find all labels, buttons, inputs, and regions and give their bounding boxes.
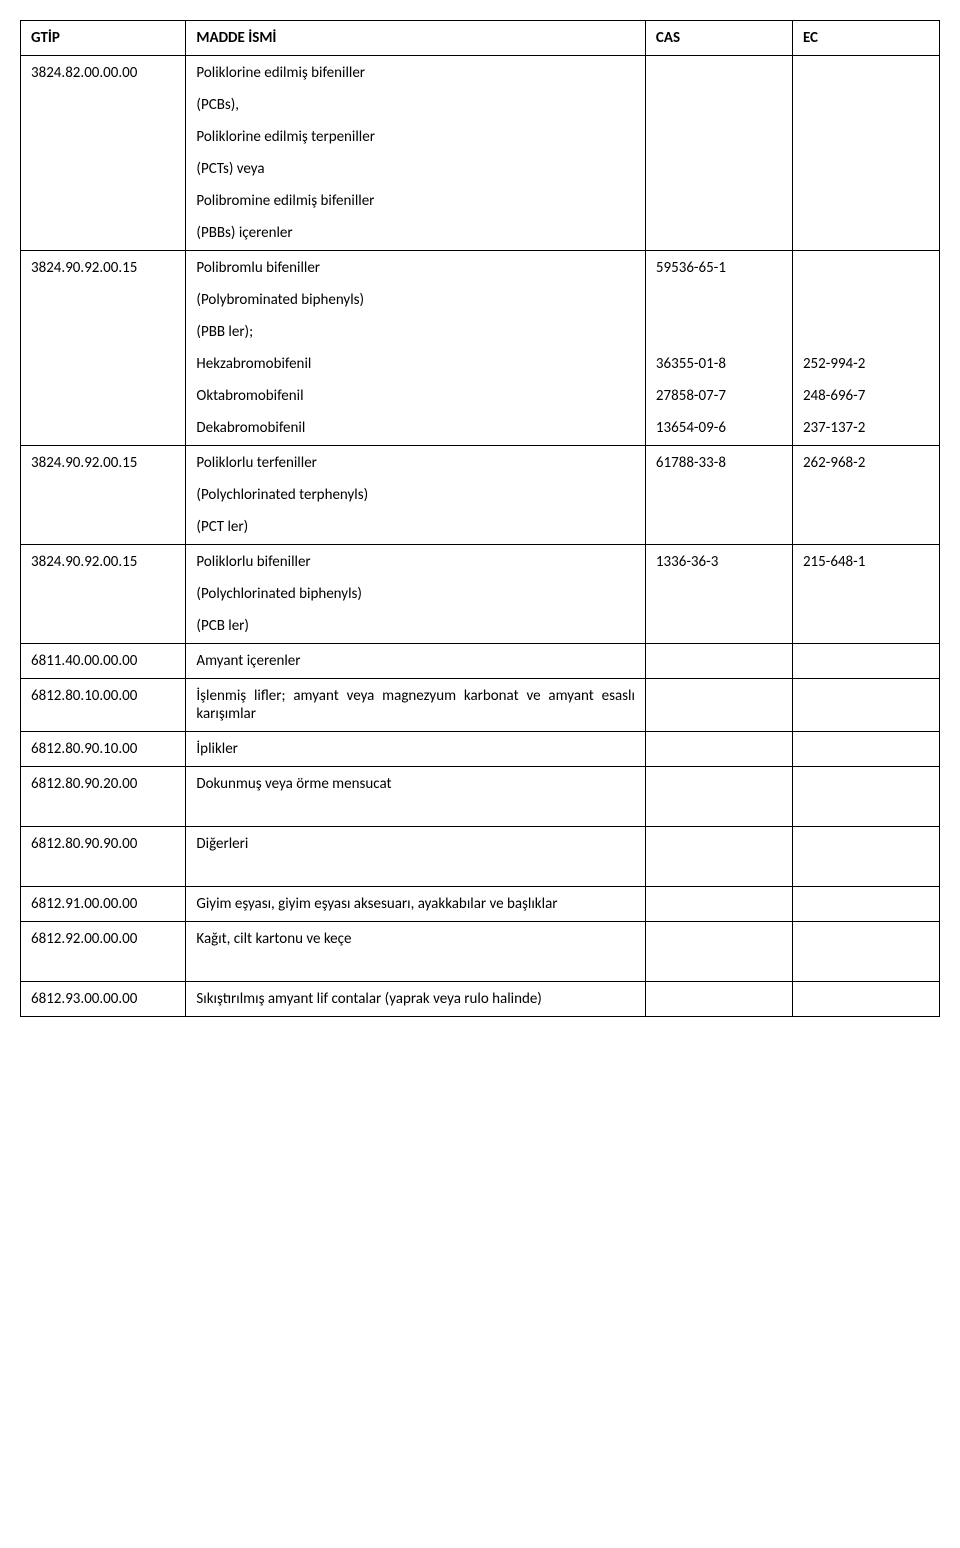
- cell-ec: 252-994-2 248-696-7 237-137-2: [792, 251, 939, 446]
- cell-madde: Dokunmuş veya örme mensucat: [186, 767, 646, 827]
- madde-line: Poliklorine edilmiş bifeniller: [196, 64, 635, 82]
- cell-gtip: 6812.91.00.00.00: [21, 887, 186, 922]
- cell-ec: [792, 56, 939, 251]
- cas-line: [656, 323, 782, 341]
- cas-line: 59536-65-1: [656, 259, 782, 277]
- madde-line: (Polybrominated biphenyls): [196, 291, 635, 309]
- table-row: 6812.80.90.20.00 Dokunmuş veya örme mens…: [21, 767, 940, 827]
- cell-madde: Poliklorlu bifeniller (Polychlorinated b…: [186, 545, 646, 644]
- cas-line: [656, 291, 782, 309]
- cell-madde: Poliklorine edilmiş bifeniller (PCBs), P…: [186, 56, 646, 251]
- cell-cas: [645, 767, 792, 827]
- header-madde: MADDE İSMİ: [186, 21, 646, 56]
- madde-line: (PCTs) veya: [196, 160, 635, 178]
- cell-gtip: 6812.93.00.00.00: [21, 982, 186, 1017]
- ec-line: 252-994-2: [803, 355, 929, 373]
- cell-madde: Polibromlu bifeniller (Polybrominated bi…: [186, 251, 646, 446]
- table-row: 3824.90.92.00.15 Poliklorlu bifeniller (…: [21, 545, 940, 644]
- table-row: 6812.93.00.00.00 Sıkıştırılmış amyant li…: [21, 982, 940, 1017]
- cell-cas: [645, 887, 792, 922]
- cell-gtip: 3824.90.92.00.15: [21, 251, 186, 446]
- data-table: GTİP MADDE İSMİ CAS EC 3824.82.00.00.00 …: [20, 20, 940, 1017]
- table-row: 6812.80.90.10.00 İplikler: [21, 732, 940, 767]
- madde-line: Polibromlu bifeniller: [196, 259, 635, 277]
- madde-line: (Polychlorinated terphenyls): [196, 486, 635, 504]
- madde-line: Poliklorlu terfeniller: [196, 454, 635, 472]
- madde-line: Dekabromobifenil: [196, 419, 635, 437]
- cell-ec: [792, 982, 939, 1017]
- cell-madde: Sıkıştırılmış amyant lif contalar (yapra…: [186, 982, 646, 1017]
- madde-line: (PBBs) içerenler: [196, 224, 635, 242]
- cell-gtip: 6812.92.00.00.00: [21, 922, 186, 982]
- cell-madde: Kağıt, cilt kartonu ve keçe: [186, 922, 646, 982]
- cell-cas: 1336-36-3: [645, 545, 792, 644]
- madde-line: Polibromine edilmiş bifeniller: [196, 192, 635, 210]
- madde-line: Oktabromobifenil: [196, 387, 635, 405]
- table-header-row: GTİP MADDE İSMİ CAS EC: [21, 21, 940, 56]
- ec-line: [803, 291, 929, 309]
- header-ec: EC: [792, 21, 939, 56]
- cell-madde: Amyant içerenler: [186, 644, 646, 679]
- madde-line: (PCT ler): [196, 518, 635, 536]
- cell-ec: 262-968-2: [792, 446, 939, 545]
- table-row: 6812.91.00.00.00 Giyim eşyası, giyim eşy…: [21, 887, 940, 922]
- table-row: 3824.90.92.00.15 Poliklorlu terfeniller …: [21, 446, 940, 545]
- madde-line: (PCBs),: [196, 96, 635, 114]
- cell-ec: [792, 679, 939, 732]
- cell-cas: [645, 732, 792, 767]
- madde-line: Hekzabromobifenil: [196, 355, 635, 373]
- madde-line: Poliklorlu bifeniller: [196, 553, 635, 571]
- cas-line: 13654-09-6: [656, 419, 782, 437]
- table-row: 6811.40.00.00.00 Amyant içerenler: [21, 644, 940, 679]
- ec-line: 248-696-7: [803, 387, 929, 405]
- cell-gtip: 6812.80.90.10.00: [21, 732, 186, 767]
- cell-gtip: 3824.90.92.00.15: [21, 446, 186, 545]
- cell-madde: Giyim eşyası, giyim eşyası aksesuarı, ay…: [186, 887, 646, 922]
- cell-madde: Diğerleri: [186, 827, 646, 887]
- cell-ec: [792, 827, 939, 887]
- cell-ec: [792, 644, 939, 679]
- cell-cas: [645, 56, 792, 251]
- cell-cas: [645, 679, 792, 732]
- madde-line: (Polychlorinated biphenyls): [196, 585, 635, 603]
- cell-gtip: 6812.80.90.20.00: [21, 767, 186, 827]
- madde-line: (PBB ler);: [196, 323, 635, 341]
- table-row: 6812.80.90.90.00 Diğerleri: [21, 827, 940, 887]
- ec-line: [803, 259, 929, 277]
- cell-cas: 59536-65-1 36355-01-8 27858-07-7 13654-0…: [645, 251, 792, 446]
- header-cas: CAS: [645, 21, 792, 56]
- cell-ec: [792, 887, 939, 922]
- cas-line: 36355-01-8: [656, 355, 782, 373]
- cell-gtip: 3824.82.00.00.00: [21, 56, 186, 251]
- table-row: 3824.82.00.00.00 Poliklorine edilmiş bif…: [21, 56, 940, 251]
- cell-ec: [792, 922, 939, 982]
- table-body: 3824.82.00.00.00 Poliklorine edilmiş bif…: [21, 56, 940, 1017]
- table-row: 6812.92.00.00.00 Kağıt, cilt kartonu ve …: [21, 922, 940, 982]
- table-row: 3824.90.92.00.15 Polibromlu bifeniller (…: [21, 251, 940, 446]
- cell-cas: [645, 644, 792, 679]
- cell-gtip: 6812.80.90.90.00: [21, 827, 186, 887]
- cell-gtip: 6811.40.00.00.00: [21, 644, 186, 679]
- cell-madde: İplikler: [186, 732, 646, 767]
- cell-cas: [645, 827, 792, 887]
- cell-madde: İşlenmiş lifler; amyant veya magnezyum k…: [186, 679, 646, 732]
- ec-line: 237-137-2: [803, 419, 929, 437]
- cas-line: 27858-07-7: [656, 387, 782, 405]
- cell-madde: Poliklorlu terfeniller (Polychlorinated …: [186, 446, 646, 545]
- cell-ec: [792, 732, 939, 767]
- madde-line: (PCB ler): [196, 617, 635, 635]
- madde-line: Poliklorine edilmiş terpeniller: [196, 128, 635, 146]
- table-row: 6812.80.10.00.00 İşlenmiş lifler; amyant…: [21, 679, 940, 732]
- header-gtip: GTİP: [21, 21, 186, 56]
- cell-ec: 215-648-1: [792, 545, 939, 644]
- cell-ec: [792, 767, 939, 827]
- ec-line: [803, 323, 929, 341]
- cell-cas: 61788-33-8: [645, 446, 792, 545]
- cell-gtip: 3824.90.92.00.15: [21, 545, 186, 644]
- cell-cas: [645, 922, 792, 982]
- cell-cas: [645, 982, 792, 1017]
- cell-gtip: 6812.80.10.00.00: [21, 679, 186, 732]
